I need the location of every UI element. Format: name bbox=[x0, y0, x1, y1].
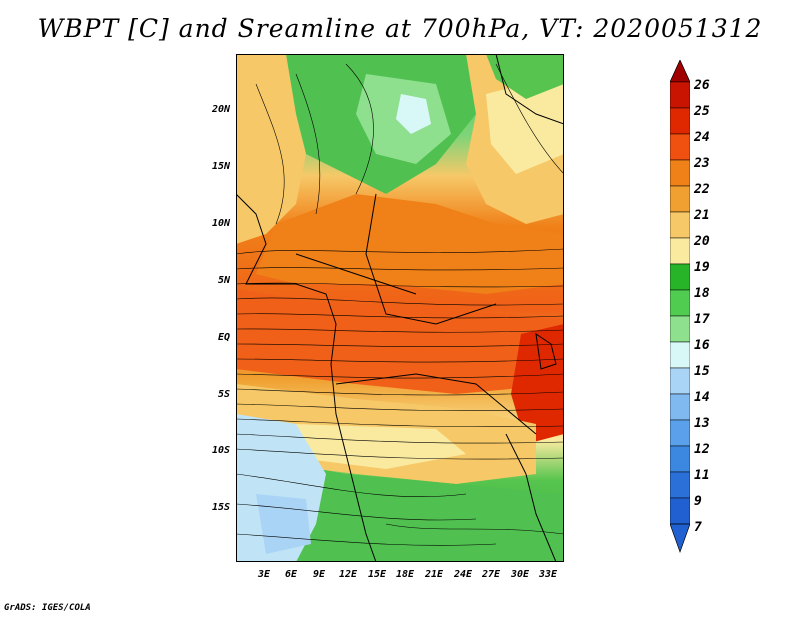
lon-label-18e: 18E bbox=[395, 569, 415, 580]
colorbar-bottom-arrow bbox=[670, 523, 690, 554]
colorbar-label-14: 14 bbox=[694, 390, 710, 405]
footer-credit: GrADS: IGES/COLA bbox=[4, 603, 91, 613]
colorbar-swatch-16 bbox=[670, 315, 690, 343]
colorbar-label-17: 17 bbox=[694, 312, 710, 327]
colorbar-swatch-23 bbox=[670, 133, 690, 161]
pale-yellow-south bbox=[296, 424, 466, 469]
lon-label-30e: 30E bbox=[510, 569, 530, 580]
colorbar-label-9: 9 bbox=[694, 494, 702, 509]
colorbar-label-16: 16 bbox=[694, 338, 710, 353]
green-patch-northeast bbox=[486, 54, 564, 99]
lat-label-5s: 5S bbox=[217, 389, 230, 400]
colorbar-label-25: 25 bbox=[694, 104, 710, 119]
colorbar-swatch-14 bbox=[670, 367, 690, 395]
colorbar-swatch-17 bbox=[670, 289, 690, 317]
yellow-region-northwest bbox=[236, 54, 306, 244]
colorbar-swatch-7 bbox=[670, 497, 690, 525]
colorbar-label-15: 15 bbox=[694, 364, 710, 379]
colorbar-top-arrow bbox=[670, 60, 690, 83]
colorbar-swatch-9 bbox=[670, 471, 690, 499]
lat-label-15n: 15N bbox=[211, 161, 230, 172]
lon-label-15e: 15E bbox=[367, 569, 387, 580]
lon-label-6e: 6E bbox=[284, 569, 298, 580]
colorbar-swatch-13 bbox=[670, 393, 690, 421]
lat-label-eq: EQ bbox=[217, 332, 230, 343]
cyan-patch-north bbox=[396, 94, 431, 134]
colorbar-swatch-19 bbox=[670, 237, 690, 265]
colorbar-swatch-20 bbox=[670, 211, 690, 239]
lon-label-24e: 24E bbox=[453, 569, 473, 580]
colorbar-label-23: 23 bbox=[694, 156, 710, 171]
colorbar-label-19: 19 bbox=[694, 260, 710, 275]
cyan-patch-southwest bbox=[256, 494, 311, 554]
colorbar-label-24: 24 bbox=[694, 130, 710, 145]
lat-label-10s: 10S bbox=[211, 445, 230, 456]
chart-title: WBPT [C] and Sreamline at 700hPa, VT: 20… bbox=[37, 14, 763, 43]
lon-label-9e: 9E bbox=[312, 569, 326, 580]
lat-label-15s: 15S bbox=[211, 502, 230, 513]
colorbar-label-18: 18 bbox=[694, 286, 710, 301]
orange-band-north bbox=[256, 194, 564, 294]
colorbar-swatch-22 bbox=[670, 159, 690, 187]
lon-label-33e: 33E bbox=[538, 569, 558, 580]
lat-label-5n: 5N bbox=[217, 275, 230, 286]
colorbar bbox=[670, 60, 690, 554]
colorbar-swatch-12 bbox=[670, 419, 690, 447]
colorbar-swatch-11 bbox=[670, 445, 690, 473]
colorbar-label-13: 13 bbox=[694, 416, 710, 431]
colorbar-swatch-15 bbox=[670, 341, 690, 369]
lon-label-3e: 3E bbox=[257, 569, 271, 580]
colorbar-swatch-25 bbox=[670, 81, 690, 109]
lat-label-20n: 20N bbox=[211, 104, 230, 115]
colorbar-label-12: 12 bbox=[694, 442, 710, 457]
colorbar-swatch-21 bbox=[670, 185, 690, 213]
colorbar-label-26: 26 bbox=[694, 78, 710, 93]
lon-label-21e: 21E bbox=[424, 569, 444, 580]
map-frame bbox=[236, 54, 564, 562]
lon-label-12e: 12E bbox=[338, 569, 358, 580]
wbpt-map bbox=[236, 54, 564, 562]
lon-label-27e: 27E bbox=[481, 569, 501, 580]
colorbar-swatch-24 bbox=[670, 107, 690, 135]
lat-label-10n: 10N bbox=[211, 218, 230, 229]
red-patch-east bbox=[511, 324, 564, 444]
streamlines bbox=[236, 63, 564, 546]
colorbar-label-7: 7 bbox=[694, 520, 702, 535]
colorbar-swatch-18 bbox=[670, 263, 690, 291]
coastlines-borders bbox=[236, 54, 564, 562]
pale-yellow-northeast bbox=[486, 74, 564, 174]
colorbar-label-22: 22 bbox=[694, 182, 710, 197]
colorbar-label-20: 20 bbox=[694, 234, 710, 249]
colorbar-label-21: 21 bbox=[694, 208, 710, 223]
colorbar-label-11: 11 bbox=[694, 468, 710, 483]
orange-equatorial-band bbox=[236, 289, 564, 394]
